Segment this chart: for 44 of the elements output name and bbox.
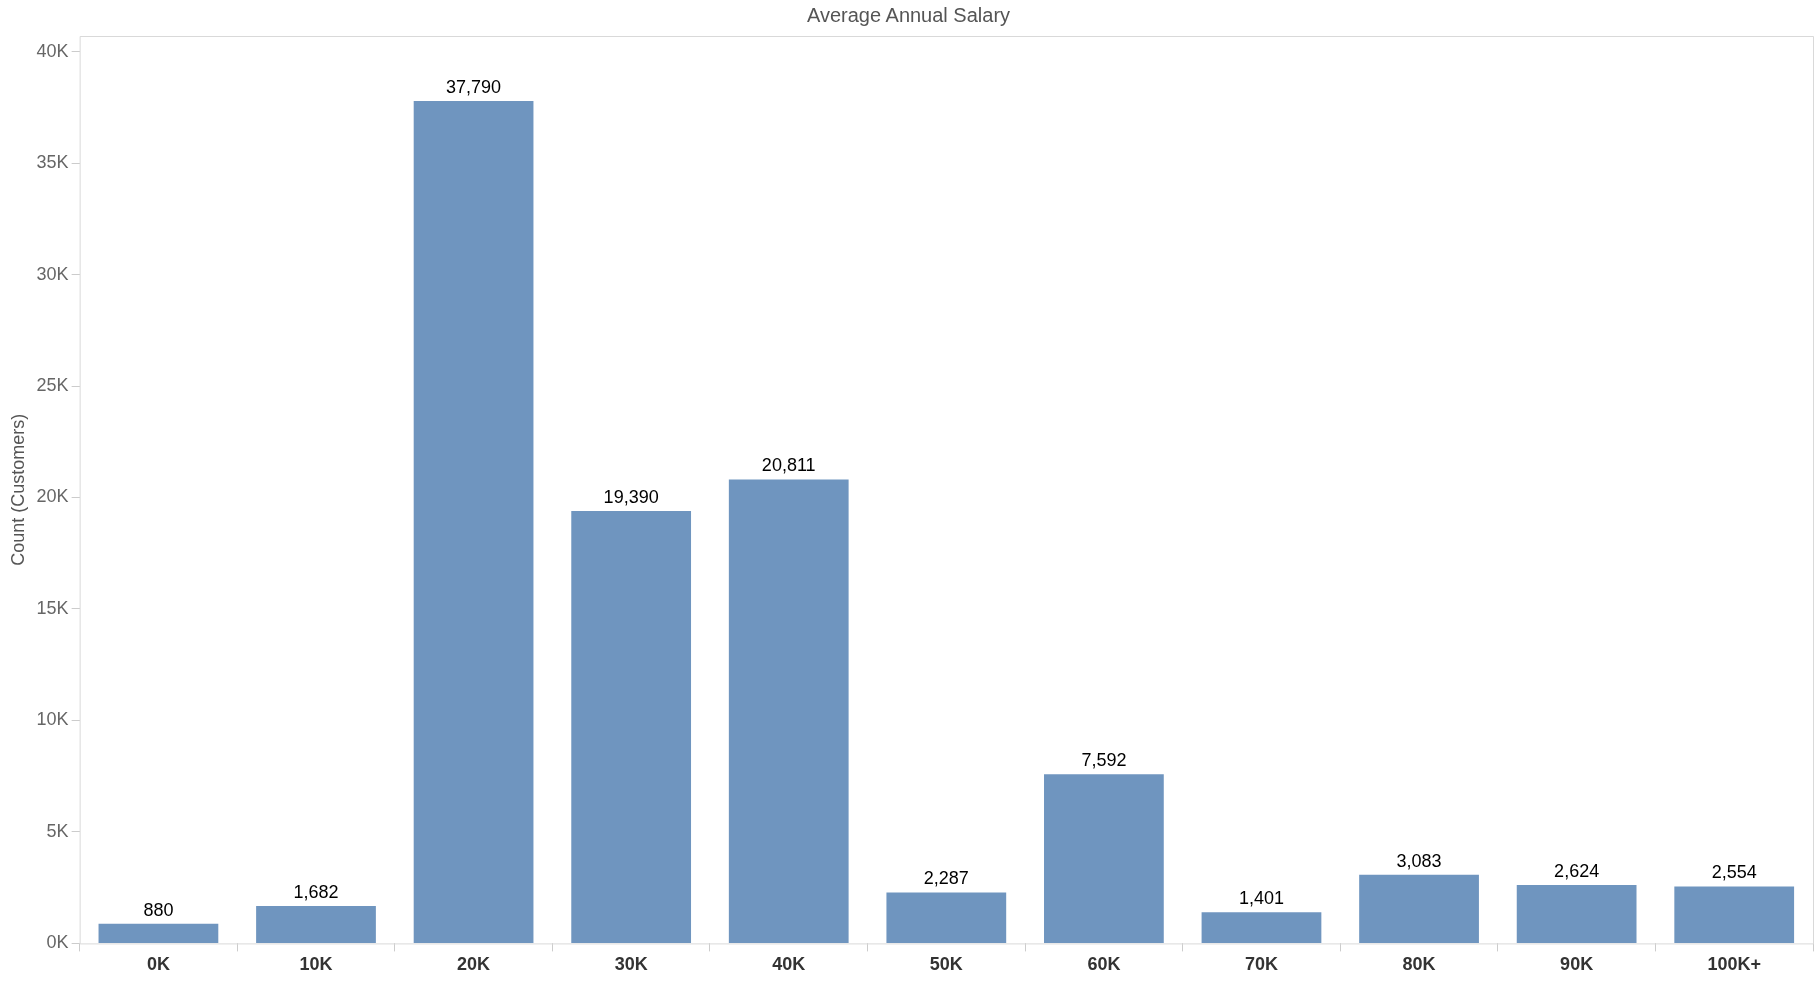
data-label: 2,554 — [1711, 862, 1757, 883]
data-label: 880 — [143, 899, 174, 920]
x-tick-label: 60K — [1087, 954, 1121, 975]
y-tick-label: 40K — [36, 40, 69, 61]
data-label: 3,083 — [1396, 850, 1442, 871]
bar — [1516, 884, 1637, 943]
bar — [1674, 886, 1795, 943]
y-tick-label: 30K — [36, 263, 69, 284]
bar — [1044, 774, 1164, 943]
data-label: 1,682 — [293, 881, 339, 902]
y-tick-label: 15K — [36, 597, 69, 618]
chart-title: Average Annual Salary — [806, 3, 1011, 26]
data-label: 2,287 — [923, 868, 969, 889]
y-axis-title: Count (Customers) — [7, 413, 28, 566]
x-tick-label: 50K — [929, 954, 963, 975]
x-tick-label: 10K — [299, 954, 333, 975]
data-label: 2,624 — [1554, 860, 1600, 881]
x-tick-label: 20K — [457, 954, 491, 975]
data-label: 37,790 — [446, 76, 502, 97]
y-tick-label: 10K — [36, 709, 69, 730]
bar — [256, 905, 376, 943]
bar — [571, 511, 692, 943]
data-label: 7,592 — [1081, 750, 1127, 771]
x-tick-label: 80K — [1402, 954, 1436, 975]
x-tick-label: 0K — [146, 954, 170, 975]
bar — [1359, 874, 1479, 943]
bar — [413, 100, 534, 943]
data-label: 20,811 — [761, 455, 816, 476]
data-label: 19,390 — [603, 487, 659, 508]
x-tick-label: 70K — [1244, 954, 1278, 975]
x-tick-label: 30K — [614, 954, 648, 975]
y-tick-label: 0K — [46, 932, 69, 953]
x-tick-label: 40K — [772, 954, 806, 975]
bar — [886, 892, 1007, 943]
y-tick-label: 25K — [36, 375, 69, 395]
bar — [728, 479, 849, 943]
x-tick-label: 100K+ — [1707, 954, 1761, 975]
data-label: 1,401 — [1238, 888, 1284, 909]
y-tick-label: 35K — [36, 152, 69, 173]
bar — [98, 923, 219, 943]
x-tick-label: 90K — [1560, 954, 1594, 975]
bar — [1201, 912, 1322, 943]
y-tick-label: 20K — [36, 486, 69, 507]
y-tick-label: 5K — [46, 820, 69, 841]
